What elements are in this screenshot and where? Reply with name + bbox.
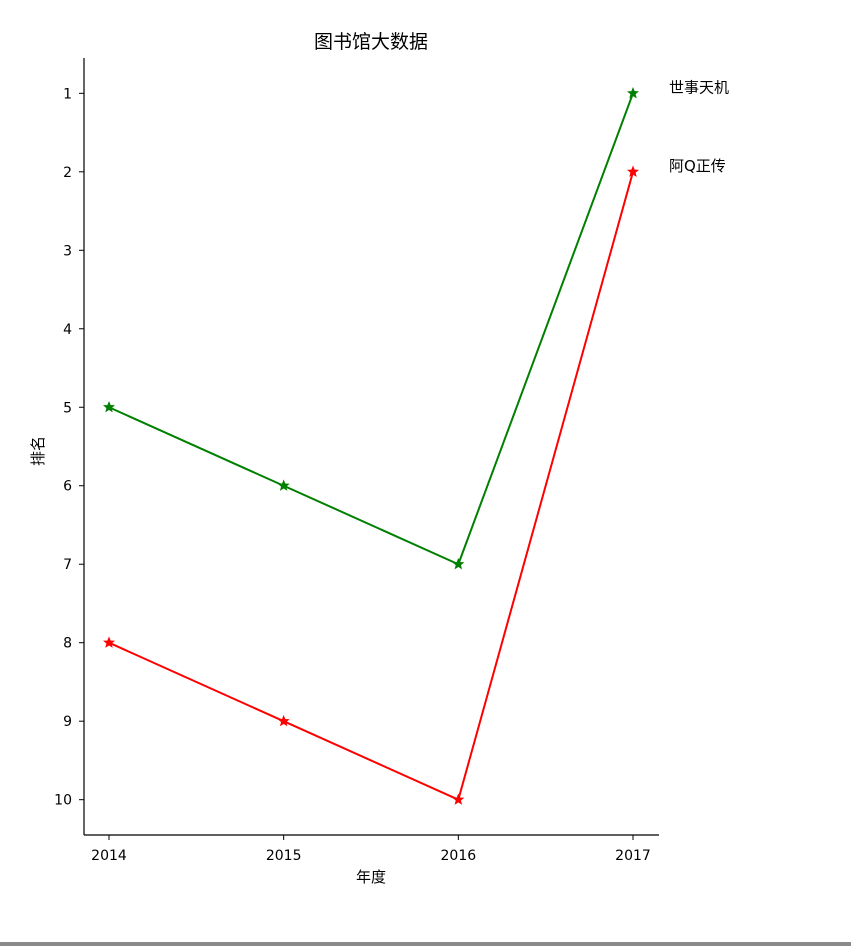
bottom-strip [0, 942, 851, 946]
series-marker [277, 479, 290, 491]
series-marker [452, 557, 465, 570]
x-tick-label: 2017 [615, 848, 651, 864]
series-marker [626, 87, 640, 99]
series-marker [626, 165, 640, 177]
y-tick-label: 5 [63, 400, 72, 416]
y-tick-label: 8 [63, 636, 72, 652]
y-tick-label: 2 [63, 165, 72, 181]
y-tick-label: 10 [54, 793, 72, 809]
series-marker [102, 400, 116, 413]
y-tick-label: 9 [63, 714, 72, 730]
series-marker [102, 636, 116, 648]
x-tick-label: 2016 [441, 848, 477, 864]
y-axis-label: 排名 [29, 436, 47, 466]
x-tick-label: 2015 [266, 848, 302, 864]
chart-title: 图书馆大数据 [314, 31, 428, 53]
x-tick-label: 2014 [91, 848, 127, 864]
series-line [108, 92, 634, 566]
y-tick-label: 6 [63, 479, 72, 495]
series-marker [452, 793, 465, 805]
y-tick-label: 1 [63, 86, 72, 102]
series-marker [277, 714, 290, 727]
series-end-label: 阿Q正传 [669, 157, 726, 175]
series-line [108, 171, 634, 801]
series-end-label: 世事天机 [669, 78, 729, 96]
y-tick-label: 3 [63, 243, 72, 259]
y-tick-label: 7 [63, 557, 72, 573]
x-axis-label: 年度 [356, 868, 386, 886]
y-tick-label: 4 [63, 322, 72, 338]
